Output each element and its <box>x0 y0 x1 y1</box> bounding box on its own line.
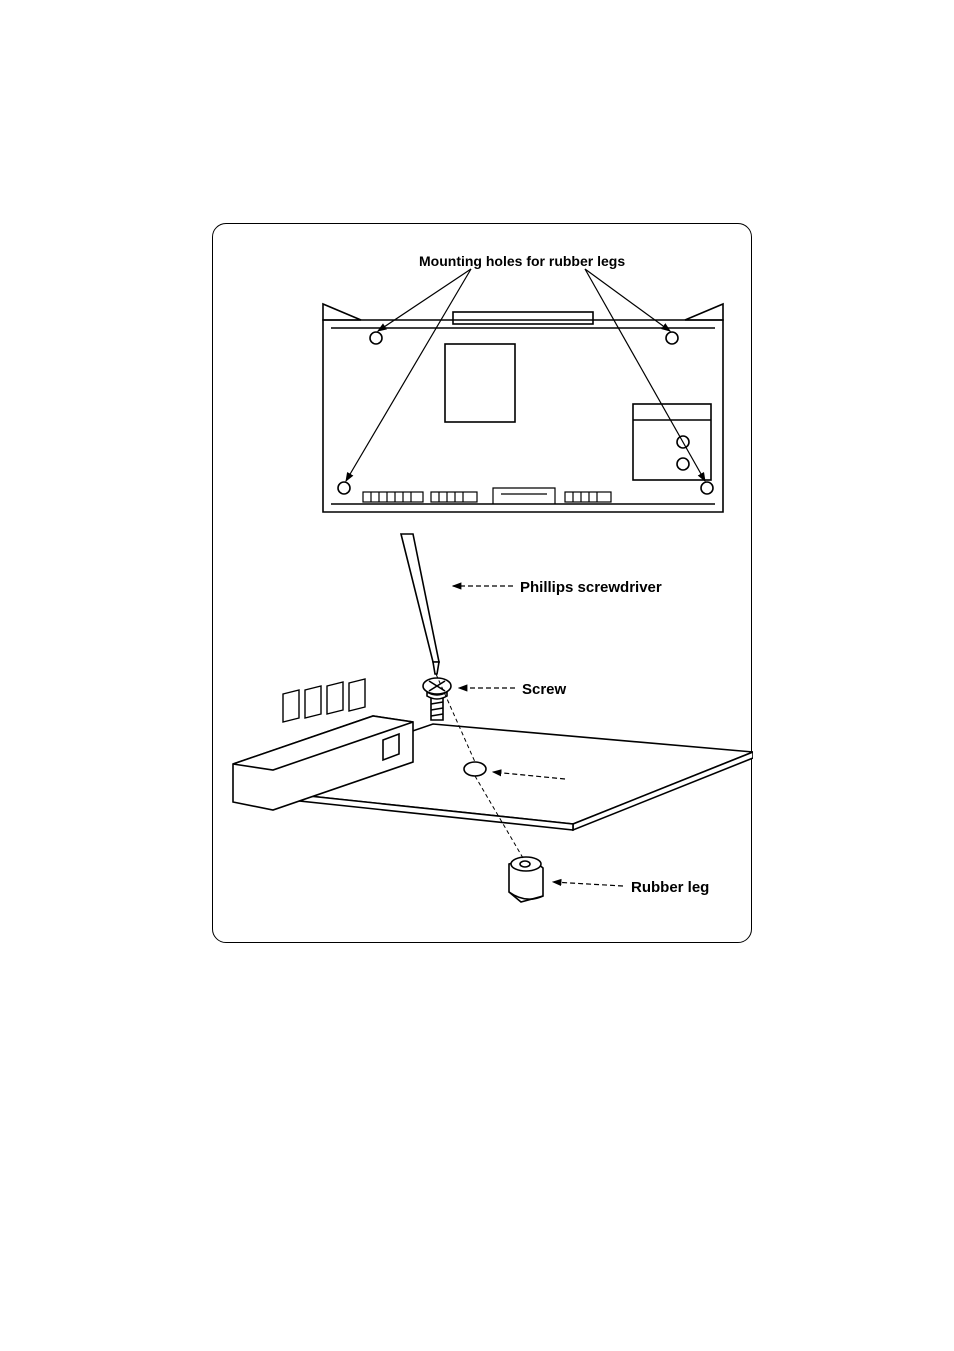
page-container: Mounting holes for rubber legs Phillips … <box>0 0 954 1351</box>
screwdriver-icon <box>401 534 439 674</box>
diagram-frame: Mounting holes for rubber legs Phillips … <box>212 223 752 943</box>
screw-icon <box>423 678 451 720</box>
assembly-detail <box>233 534 753 902</box>
diagram-svg <box>213 224 753 944</box>
rubber-leg-icon <box>509 857 543 902</box>
